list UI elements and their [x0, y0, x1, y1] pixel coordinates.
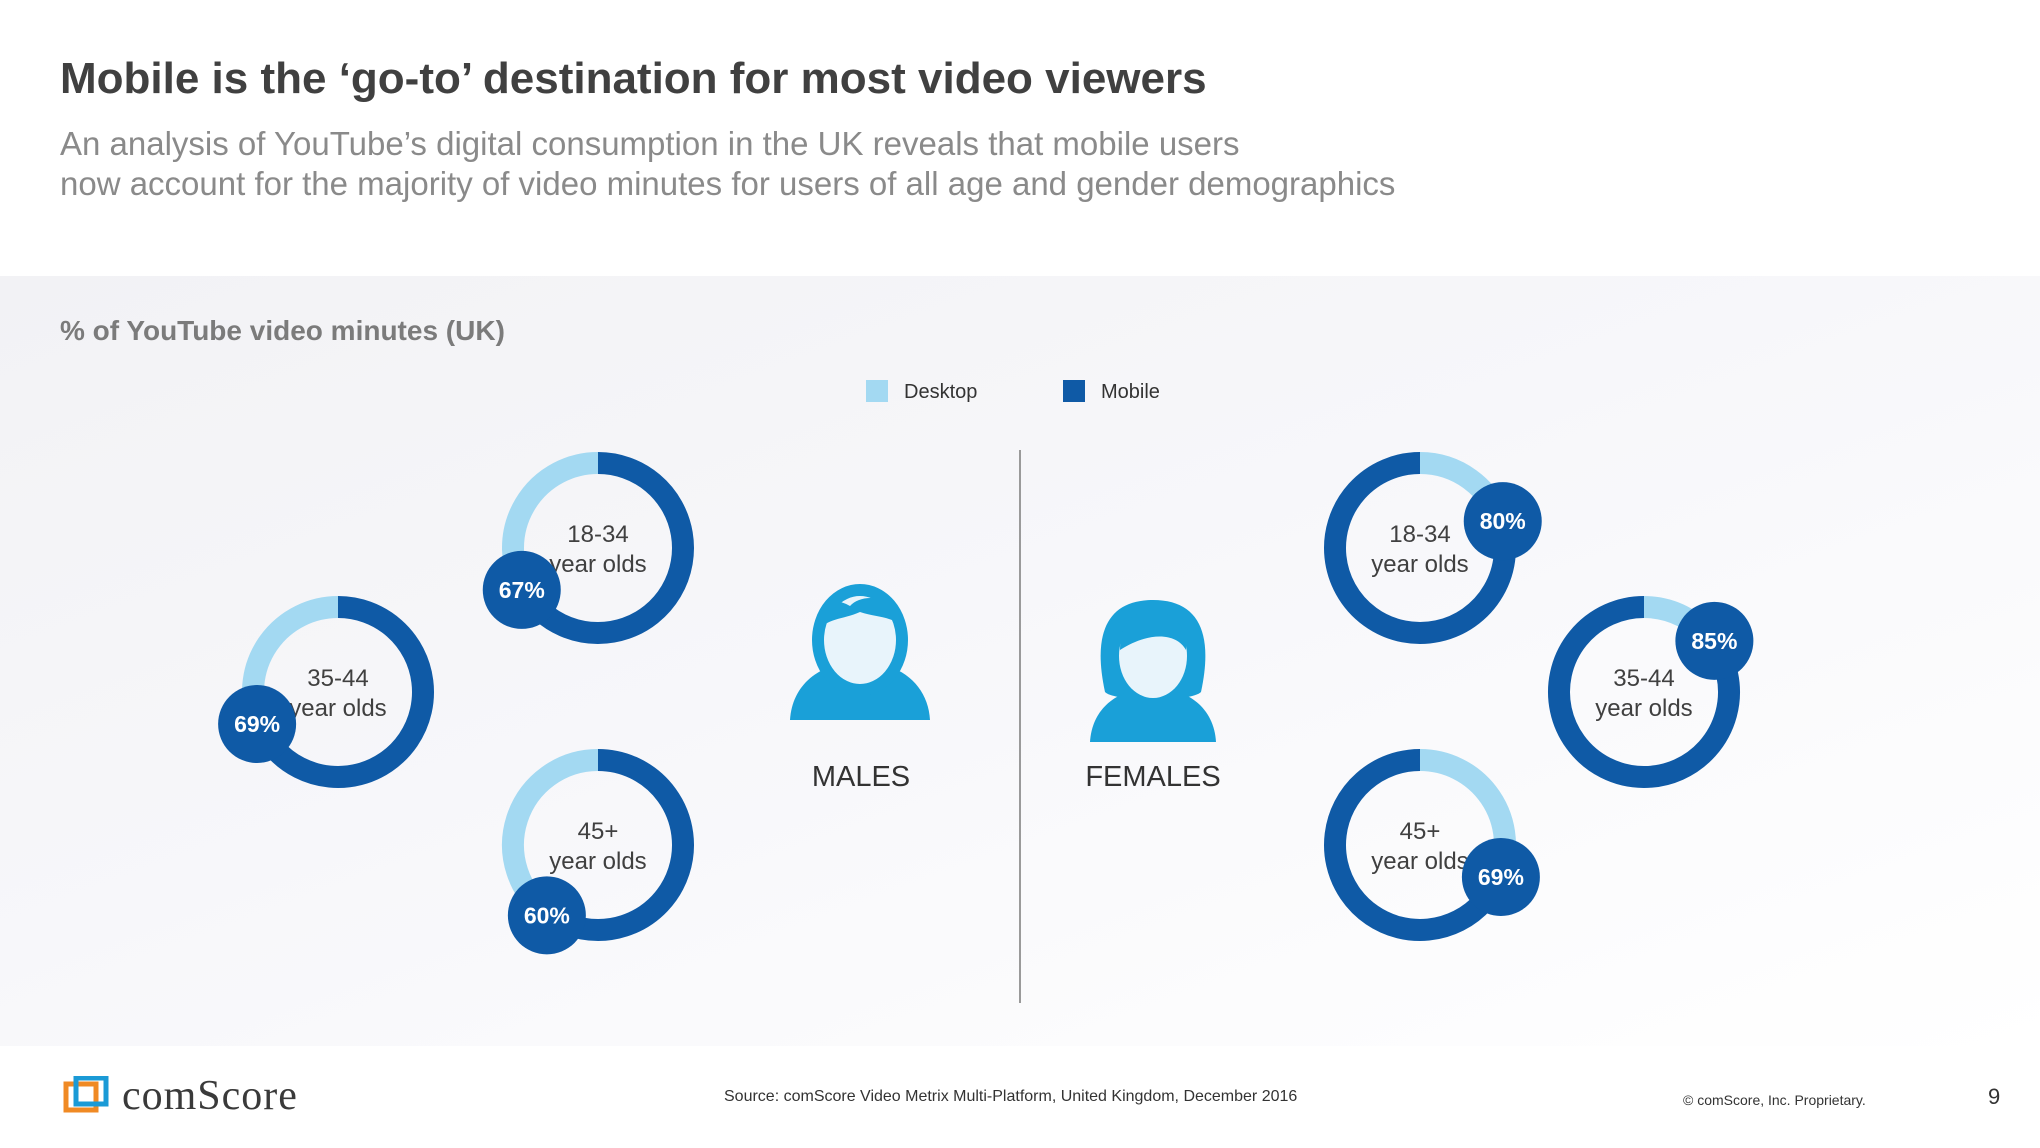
mobile-arc	[513, 452, 694, 644]
value-label: 85%	[1691, 628, 1737, 654]
donut-females-18-34: 18-34 year olds 80%	[1324, 452, 1542, 644]
donut-label-years: year olds	[1371, 551, 1468, 578]
chart-title: % of YouTube video minutes (UK)	[60, 315, 505, 346]
donut-label-age: 18-34	[567, 521, 628, 548]
group-label-females: FEMALES	[1085, 761, 1220, 793]
value-label: 60%	[524, 902, 570, 928]
donut-males-35-44: 35-44 year olds 69%	[218, 596, 434, 788]
donut-label-years: year olds	[1371, 848, 1468, 875]
value-badge	[507, 876, 586, 955]
value-badge	[1463, 482, 1542, 561]
value-badge	[1461, 838, 1540, 917]
value-label: 69%	[234, 711, 280, 737]
mobile-arc	[1324, 452, 1516, 644]
male-person-icon	[790, 584, 930, 720]
comscore-logo-icon	[63, 1076, 109, 1113]
value-label: 69%	[1478, 864, 1524, 890]
value-badge	[482, 550, 561, 629]
page-subtitle: An analysis of YouTube’s digital consump…	[60, 124, 1560, 204]
source-note: Source: comScore Video Metrix Multi-Plat…	[724, 1088, 1298, 1105]
subtitle-line-1: An analysis of YouTube’s digital consump…	[60, 125, 1240, 162]
female-person-icon	[1090, 600, 1216, 742]
donut-females-45plus: 45+ year olds 69%	[1324, 749, 1540, 941]
group-label-males: MALES	[812, 761, 910, 793]
chart-legend: Desktop Mobile	[866, 380, 1160, 403]
value-badge	[1675, 601, 1754, 680]
value-label: 80%	[1480, 508, 1526, 534]
donut-label-age: 35-44	[307, 665, 368, 692]
legend-label-desktop: Desktop	[904, 381, 977, 403]
value-badge	[218, 685, 297, 764]
page-title: Mobile is the ‘go-to’ destination for mo…	[60, 54, 1207, 103]
value-label: 67%	[499, 577, 545, 603]
donut-label-years: year olds	[549, 551, 646, 578]
mobile-arc	[541, 749, 694, 941]
comscore-logo-text: comScore	[122, 1073, 298, 1119]
donut-females-35-44: 35-44 year olds 85%	[1548, 596, 1754, 788]
page-number: 9	[1988, 1084, 2001, 1109]
legend-swatch-mobile	[1063, 380, 1085, 402]
copyright-note: © comScore, Inc. Proprietary.	[1683, 1092, 1866, 1108]
donut-label-years: year olds	[289, 695, 386, 722]
mobile-arc	[1548, 596, 1740, 788]
donut-males-45plus: 45+ year olds 60%	[502, 749, 694, 955]
legend-swatch-desktop	[866, 380, 888, 402]
subtitle-line-2: now account for the majority of video mi…	[60, 165, 1396, 202]
donut-label-age: 45+	[1400, 818, 1441, 845]
donut-label-years: year olds	[549, 848, 646, 875]
donut-label-age: 35-44	[1613, 665, 1674, 692]
mobile-arc	[248, 596, 434, 788]
donut-label-age: 18-34	[1389, 521, 1450, 548]
donut-label-years: year olds	[1595, 695, 1692, 722]
legend-label-mobile: Mobile	[1101, 381, 1160, 403]
mobile-arc	[1324, 749, 1510, 941]
donut-label-age: 45+	[578, 818, 619, 845]
